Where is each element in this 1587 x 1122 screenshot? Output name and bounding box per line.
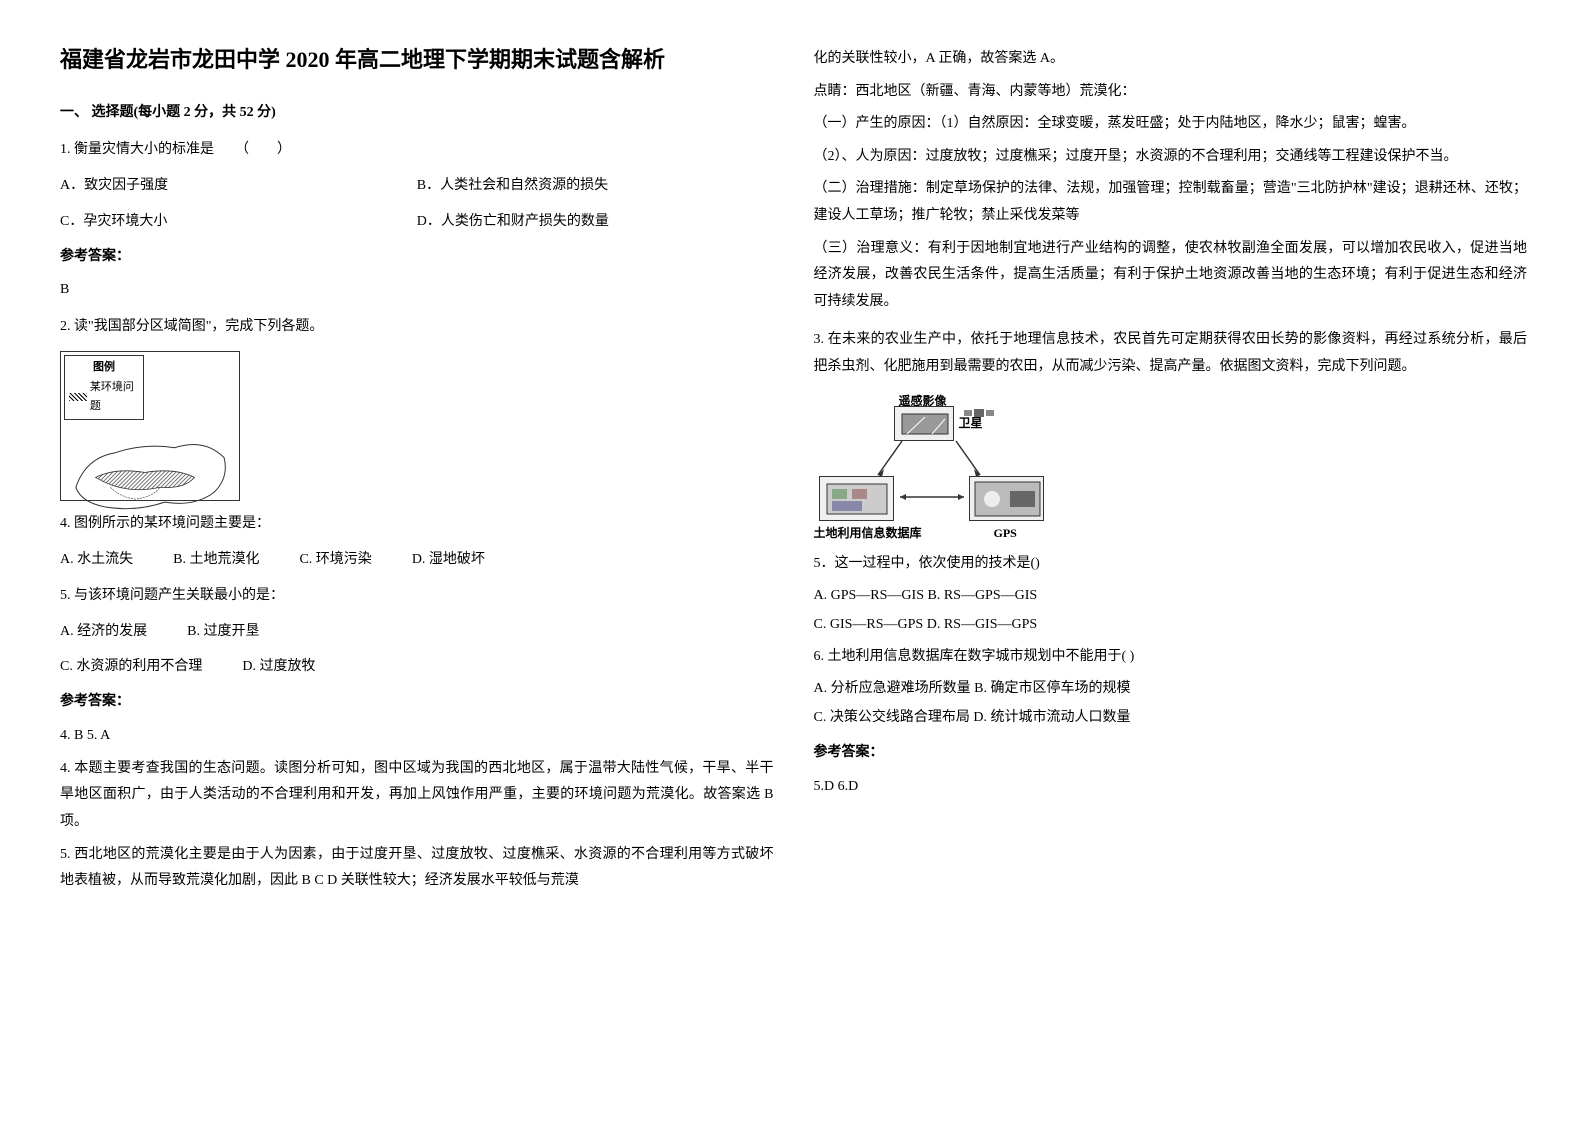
diag-remote-sensing-box <box>894 406 954 441</box>
q2-sub5-options-1: A. 经济的发展 B. 过度开垦 <box>60 619 774 644</box>
q2-sub5-opt-c: C. 水资源的利用不合理 <box>60 654 202 679</box>
diag-br-label: GPS <box>994 523 1017 545</box>
q1-stem: 1. 衡量灾情大小的标准是 （ ） <box>60 137 774 164</box>
diag-land-db-box <box>819 476 894 521</box>
right-column: 化的关联性较小，A 正确，故答案选 A。 点睛：西北地区（新疆、青海、内蒙等地）… <box>814 40 1528 907</box>
q2-sub4-opt-d: D. 湿地破坏 <box>412 547 485 572</box>
q3-sub6-opt-c: C. 决策公交线路合理布局 <box>814 710 970 725</box>
q3-answer-label: 参考答案： <box>814 740 1528 765</box>
q2-sub4-opt-b: B. 土地荒漠化 <box>173 547 259 572</box>
q3-sub6-opt-d: D. 统计城市流动人口数量 <box>973 710 1130 725</box>
map-legend-item: 某环境问题 <box>69 378 139 418</box>
q1-opt-b: B．人类社会和自然资源的损失 <box>417 173 774 198</box>
q3-sub6-stem: 6. 土地利用信息数据库在数字城市规划中不能用于( ) <box>814 644 1528 671</box>
q1-options-row-1: A．致灾因子强度 B．人类社会和自然资源的损失 <box>60 173 774 198</box>
q2-exp-cont: 化的关联性较小，A 正确，故答案选 A。 <box>814 46 1528 73</box>
gis-diagram: 遥感影像 卫星 <box>814 391 1074 541</box>
q2-sub5-opt-d: D. 过度放牧 <box>242 654 315 679</box>
q1-opt-c: C．孕灾环境大小 <box>60 209 417 234</box>
map-legend-title: 图例 <box>69 358 139 378</box>
q3-sub6-row1: A. 分析应急避难场所数量 B. 确定市区停车场的规模 <box>814 676 1528 701</box>
q2-exp1: 4. 本题主要考查我国的生态问题。读图分析可知，图中区域为我国的西北地区，属于温… <box>60 756 774 836</box>
land-database-icon <box>822 479 893 519</box>
dm-p1: （一）产生的原因：（1）自然原因：全球变暖，蒸发旺盛；处于内陆地区，降水少；鼠害… <box>814 111 1528 138</box>
map-legend-text: 某环境问题 <box>90 378 139 418</box>
q3-sub6-row2: C. 决策公交线路合理布局 D. 统计城市流动人口数量 <box>814 705 1528 730</box>
q3-answer: 5.D 6.D <box>814 774 1528 799</box>
hatch-icon <box>69 393 87 401</box>
q2-answer-label: 参考答案： <box>60 689 774 714</box>
gps-icon <box>972 479 1043 519</box>
q1-answer: B <box>60 277 774 302</box>
q3-sub5-opt-b: B. RS—GPS—GIS <box>927 588 1037 603</box>
question-2: 2. 读"我国部分区域简图"，完成下列各题。 图例 某环境问题 <box>60 314 774 895</box>
arrow-right-icon <box>954 439 984 479</box>
q2-sub4-opt-c: C. 环境污染 <box>299 547 371 572</box>
q1-answer-label: 参考答案： <box>60 244 774 269</box>
section-1-header: 一、 选择题(每小题 2 分，共 52 分) <box>60 100 774 125</box>
q1-options-row-2: C．孕灾环境大小 D．人类伤亡和财产损失的数量 <box>60 209 774 234</box>
q3-sub5-opt-a: A. GPS—RS—GIS <box>814 588 924 603</box>
q2-answer: 4. B 5. A <box>60 723 774 748</box>
q2-sub5-stem: 5. 与该环境问题产生关联最小的是： <box>60 583 774 610</box>
q3-sub5-opt-c: C. GIS—RS—GPS <box>814 617 924 632</box>
q2-sub5-options-2: C. 水资源的利用不合理 D. 过度放牧 <box>60 654 774 679</box>
dm-p3: （二）治理措施：制定草场保护的法律、法规，加强管理；控制载畜量；营造"三北防护林… <box>814 176 1528 229</box>
dm-header: 点睛：西北地区（新疆、青海、内蒙等地）荒漠化： <box>814 79 1528 106</box>
document-title: 福建省龙岩市龙田中学 2020 年高二地理下学期期末试题含解析 <box>60 40 774 80</box>
q2-sub4-opt-a: A. 水土流失 <box>60 547 133 572</box>
map-legend: 图例 某环境问题 <box>64 355 144 420</box>
diag-gps-box <box>969 476 1044 521</box>
arrow-left-icon <box>874 439 904 479</box>
question-1: 1. 衡量灾情大小的标准是 （ ） A．致灾因子强度 B．人类社会和自然资源的损… <box>60 137 774 302</box>
q1-opt-a: A．致灾因子强度 <box>60 173 417 198</box>
remote-sensing-icon <box>897 409 953 439</box>
q3-sub6-opt-b: B. 确定市区停车场的规模 <box>974 681 1130 696</box>
q1-opt-d: D．人类伤亡和财产损失的数量 <box>417 209 774 234</box>
q2-exp2: 5. 西北地区的荒漠化主要是由于人为因素，由于过度开垦、过度放牧、过度樵采、水资… <box>60 842 774 895</box>
q3-sub5-row1: A. GPS—RS—GIS B. RS—GPS—GIS <box>814 583 1528 608</box>
q3-sub5-opt-d: D. RS—GIS—GPS <box>927 617 1037 632</box>
china-region-map: 图例 某环境问题 <box>60 351 240 501</box>
q3-sub5-row2: C. GIS—RS—GPS D. RS—GIS—GPS <box>814 612 1528 637</box>
arrow-horizontal-icon <box>896 491 968 503</box>
dm-p4: （三）治理意义：有利于因地制宜地进行产业结构的调整，使农林牧副渔全面发展，可以增… <box>814 236 1528 316</box>
q3-sub6-opt-a: A. 分析应急避难场所数量 <box>814 681 971 696</box>
diag-bl-label: 土地利用信息数据库 <box>814 523 922 545</box>
left-column: 福建省龙岩市龙田中学 2020 年高二地理下学期期末试题含解析 一、 选择题(每… <box>60 40 774 907</box>
question-3: 3. 在未来的农业生产中，依托于地理信息技术，农民首先可定期获得农田长势的影像资… <box>814 327 1528 799</box>
map-body <box>61 423 239 500</box>
q2-sub5-opt-a: A. 经济的发展 <box>60 619 147 644</box>
q2-sub5-opt-b: B. 过度开垦 <box>187 619 259 644</box>
dm-p2: （2）、人为原因：过度放牧；过度樵采；过度开垦；水资源的不合理利用；交通线等工程… <box>814 144 1528 171</box>
satellite-icon <box>962 403 1002 423</box>
q3-stem: 3. 在未来的农业生产中，依托于地理信息技术，农民首先可定期获得农田长势的影像资… <box>814 327 1528 380</box>
q2-sub4-options: A. 水土流失 B. 土地荒漠化 C. 环境污染 D. 湿地破坏 <box>60 547 774 572</box>
q3-sub5-stem: 5．这一过程中，依次使用的技术是() <box>814 551 1528 578</box>
q2-stem: 2. 读"我国部分区域简图"，完成下列各题。 <box>60 314 774 341</box>
map-outline-svg <box>66 428 234 527</box>
